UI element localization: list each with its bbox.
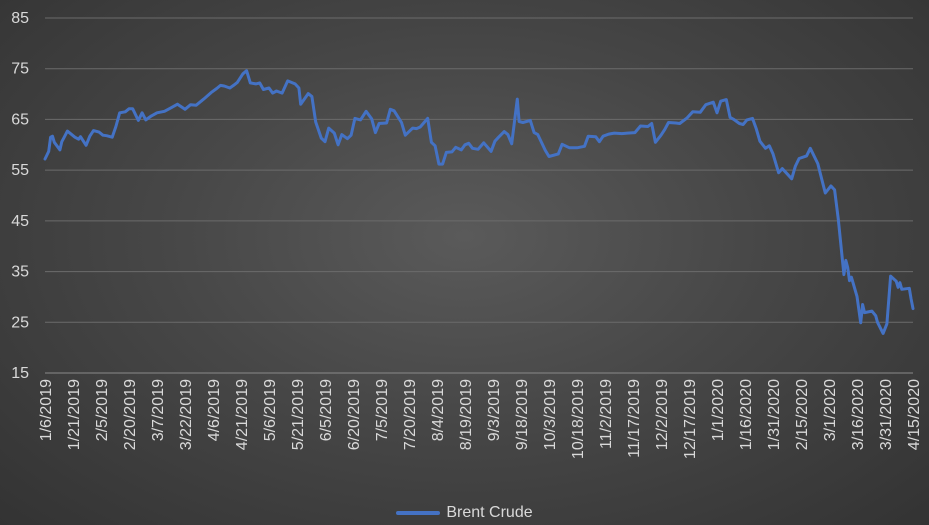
x-tick-label: 9/18/2019 — [514, 379, 531, 450]
legend-swatch — [396, 511, 441, 515]
y-tick-label: 85 — [11, 10, 29, 27]
y-tick-label: 25 — [11, 314, 29, 331]
x-tick-label: 3/16/2020 — [850, 379, 867, 450]
x-tick-label: 5/6/2019 — [262, 379, 279, 441]
x-tick-label: 4/6/2019 — [206, 379, 223, 441]
x-tick-label: 6/5/2019 — [318, 379, 335, 441]
y-tick-label: 55 — [11, 162, 29, 179]
x-tick-label: 10/3/2019 — [542, 379, 559, 450]
x-tick-label: 2/5/2019 — [94, 379, 111, 441]
gridlines — [45, 17, 913, 374]
x-tick-label: 1/31/2020 — [766, 379, 783, 450]
y-tick-label: 65 — [11, 111, 29, 128]
x-tick-label: 8/4/2019 — [430, 379, 447, 441]
x-tick-label: 1/21/2019 — [66, 379, 83, 450]
series-line-brent-crude — [43, 69, 915, 335]
x-tick-label: 4/15/2020 — [906, 379, 923, 450]
x-tick-label: 11/17/2019 — [626, 379, 643, 458]
x-tick-label: 3/22/2019 — [178, 379, 195, 450]
x-tick-label: 3/31/2020 — [878, 379, 895, 450]
legend: Brent Crude — [0, 501, 929, 525]
x-tick-label: 4/21/2019 — [234, 379, 251, 450]
x-tick-label: 10/18/2019 — [570, 379, 587, 459]
x-tick-label: 11/2/2019 — [598, 379, 615, 449]
x-tick-label: 1/16/2020 — [738, 379, 755, 450]
x-tick-label: 7/20/2019 — [402, 379, 419, 450]
y-tick-label: 15 — [11, 365, 29, 382]
x-tick-label: 1/6/2019 — [38, 379, 55, 441]
x-tick-label: 2/20/2019 — [122, 379, 139, 450]
x-tick-label: 7/5/2019 — [374, 379, 391, 441]
y-tick-label: 45 — [11, 213, 29, 230]
y-tick-label: 35 — [11, 264, 29, 281]
x-tick-label: 3/1/2020 — [822, 379, 839, 441]
legend-label: Brent Crude — [446, 504, 533, 521]
x-tick-label: 6/20/2019 — [346, 379, 363, 450]
series-layer — [43, 69, 915, 335]
x-tick-label: 2/15/2020 — [794, 379, 811, 450]
x-tick-label: 8/19/2019 — [458, 379, 475, 450]
x-tick-label: 12/17/2019 — [682, 379, 699, 459]
x-tick-label: 9/3/2019 — [486, 379, 503, 441]
x-tick-label: 3/7/2019 — [150, 379, 167, 441]
x-tick-label: 5/21/2019 — [290, 379, 307, 450]
y-tick-label: 75 — [11, 61, 29, 78]
x-tick-label: 1/1/2020 — [710, 379, 727, 441]
y-axis: 15 25 35 45 55 65 75 85 — [11, 10, 29, 382]
x-tick-label: 12/2/2019 — [654, 379, 671, 450]
x-axis: 1/6/2019 1/21/2019 2/5/2019 2/20/2019 3/7/20… — [38, 379, 923, 459]
